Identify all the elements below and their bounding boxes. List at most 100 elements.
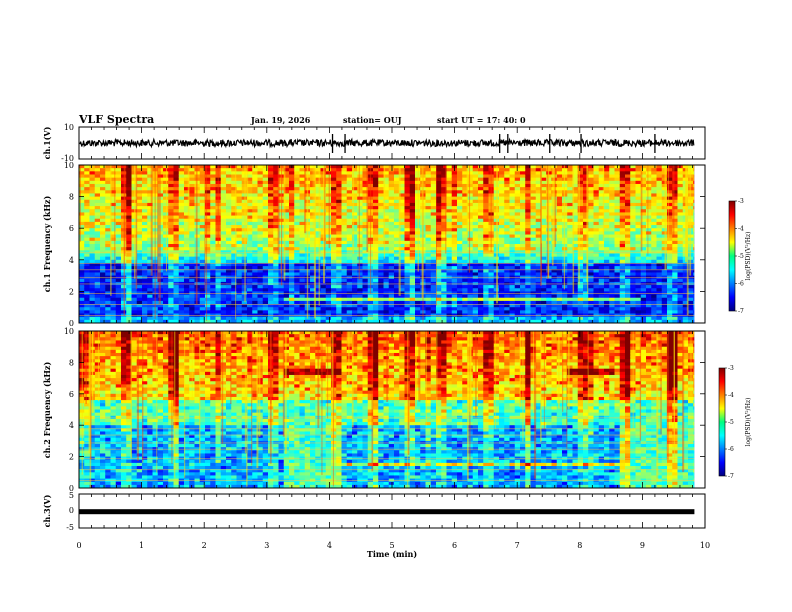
spectrogram-cell bbox=[262, 300, 269, 305]
spectrogram-cell bbox=[236, 240, 243, 245]
spectrogram-cell bbox=[388, 193, 395, 197]
spectrogram-cell bbox=[231, 187, 237, 191]
spectrogram-cell bbox=[436, 168, 442, 172]
spectrogram-cell bbox=[499, 234, 505, 239]
spectrogram-cell bbox=[325, 177, 332, 182]
spectrogram-cell bbox=[352, 171, 358, 175]
spectrogram-cell bbox=[499, 218, 505, 223]
spectrogram-cell bbox=[257, 278, 264, 283]
spectrogram-cell bbox=[220, 199, 227, 204]
spectrogram-cell bbox=[115, 183, 122, 188]
spectrogram-cell bbox=[483, 221, 489, 226]
spectrogram-cell bbox=[341, 294, 348, 299]
spectrogram-cell bbox=[215, 307, 222, 311]
spectrogram-cell bbox=[142, 319, 148, 324]
spectrogram-cell bbox=[121, 278, 127, 283]
spectrogram-cell bbox=[215, 221, 222, 226]
spectrogram-cell bbox=[336, 307, 342, 311]
spectrogram-cell bbox=[430, 218, 437, 223]
spectrogram-cell bbox=[94, 297, 101, 302]
spectrogram-cell bbox=[84, 171, 90, 175]
spectrogram-cell bbox=[425, 269, 432, 273]
spectrogram-cell bbox=[105, 269, 111, 273]
spectrogram-cell bbox=[415, 278, 421, 283]
spectrogram-cell bbox=[262, 272, 269, 276]
spectrogram-cell bbox=[173, 180, 180, 185]
spectrogram-cell bbox=[163, 266, 169, 270]
spectrogram-cell bbox=[79, 304, 85, 308]
spectrogram-cell bbox=[341, 212, 348, 216]
spectrogram-cell bbox=[499, 209, 505, 213]
spectrogram-cell bbox=[352, 231, 358, 235]
spectrogram-cell bbox=[462, 199, 468, 204]
spectrogram-cell bbox=[189, 310, 195, 314]
spectrogram-cell bbox=[105, 316, 111, 321]
spectrogram-cell bbox=[346, 171, 353, 175]
spectrogram-cell bbox=[373, 234, 379, 239]
spectrogram-cell bbox=[504, 165, 510, 169]
spectrogram-cell bbox=[178, 256, 185, 261]
spectrogram-cell bbox=[572, 171, 579, 175]
spectrogram-cell bbox=[388, 212, 395, 216]
spectrogram-cell bbox=[583, 215, 589, 220]
spectrogram-cell bbox=[121, 310, 127, 314]
spectrogram-cell bbox=[346, 304, 353, 308]
spectrogram-cell bbox=[294, 297, 300, 302]
spectrogram-cell bbox=[273, 278, 279, 283]
spectrogram-cell bbox=[231, 247, 237, 251]
spectrogram-cell bbox=[346, 202, 353, 207]
spectrogram-cell bbox=[399, 225, 405, 229]
spectrogram-cell bbox=[210, 183, 216, 188]
spectrogram-cell bbox=[194, 165, 201, 169]
spectrogram-cell bbox=[105, 193, 111, 197]
spectrogram-cell bbox=[499, 199, 505, 204]
spectrogram-cell bbox=[336, 202, 342, 207]
spectrogram-cell bbox=[94, 225, 101, 229]
spectrogram-cell bbox=[315, 278, 321, 283]
spectrogram-cell bbox=[446, 171, 453, 175]
spectrogram-cell bbox=[514, 259, 521, 264]
spectrogram-cell bbox=[404, 316, 411, 321]
spectrogram-cell bbox=[514, 171, 521, 175]
spectrogram-cell bbox=[499, 215, 505, 220]
spectrogram-cell bbox=[394, 190, 400, 194]
spectrogram-cell bbox=[152, 174, 159, 179]
spectrogram-cell bbox=[483, 266, 489, 270]
spectrogram-cell bbox=[299, 171, 306, 175]
spectrogram-cell bbox=[283, 253, 290, 258]
spectrogram-cell bbox=[388, 183, 395, 188]
spectrogram-cell bbox=[136, 209, 143, 213]
spectrogram-cell bbox=[89, 183, 96, 188]
spectrogram-cell bbox=[199, 310, 206, 314]
spectrogram-cell bbox=[331, 206, 337, 210]
spectrogram-cell bbox=[199, 199, 206, 204]
spectrogram-cell bbox=[331, 244, 337, 248]
spectrogram-cell bbox=[299, 206, 306, 210]
spectrogram-cell bbox=[430, 196, 437, 201]
spectrogram-cell bbox=[409, 234, 416, 239]
spectrogram-cell bbox=[331, 304, 337, 308]
spectrogram-cell bbox=[121, 253, 127, 258]
spectrogram-cell bbox=[535, 297, 542, 302]
spectrogram-cell bbox=[520, 225, 526, 229]
spectrogram-cell bbox=[84, 218, 90, 223]
spectrogram-cell bbox=[252, 180, 258, 185]
spectrogram-cell bbox=[131, 285, 138, 289]
spectrogram-cell bbox=[488, 300, 495, 305]
spectrogram-cell bbox=[373, 237, 379, 242]
spectrogram-cell bbox=[194, 256, 201, 261]
spectrogram-cell bbox=[173, 294, 180, 299]
spectrogram-cell bbox=[388, 266, 395, 270]
spectrogram-cell bbox=[215, 215, 222, 220]
spectrogram-cell bbox=[136, 171, 143, 175]
spectrogram-cell bbox=[362, 202, 369, 207]
spectrogram-cell bbox=[572, 206, 579, 210]
spectrogram-cell bbox=[110, 218, 117, 223]
spectrogram-cell bbox=[173, 215, 180, 220]
spectrogram-cell bbox=[504, 319, 510, 324]
spectrogram-cell bbox=[504, 187, 510, 191]
spectrogram-cell bbox=[430, 262, 437, 267]
spectrogram-cell bbox=[268, 206, 274, 210]
spectrogram-cell bbox=[551, 316, 558, 321]
spectrogram-cell bbox=[142, 316, 148, 321]
